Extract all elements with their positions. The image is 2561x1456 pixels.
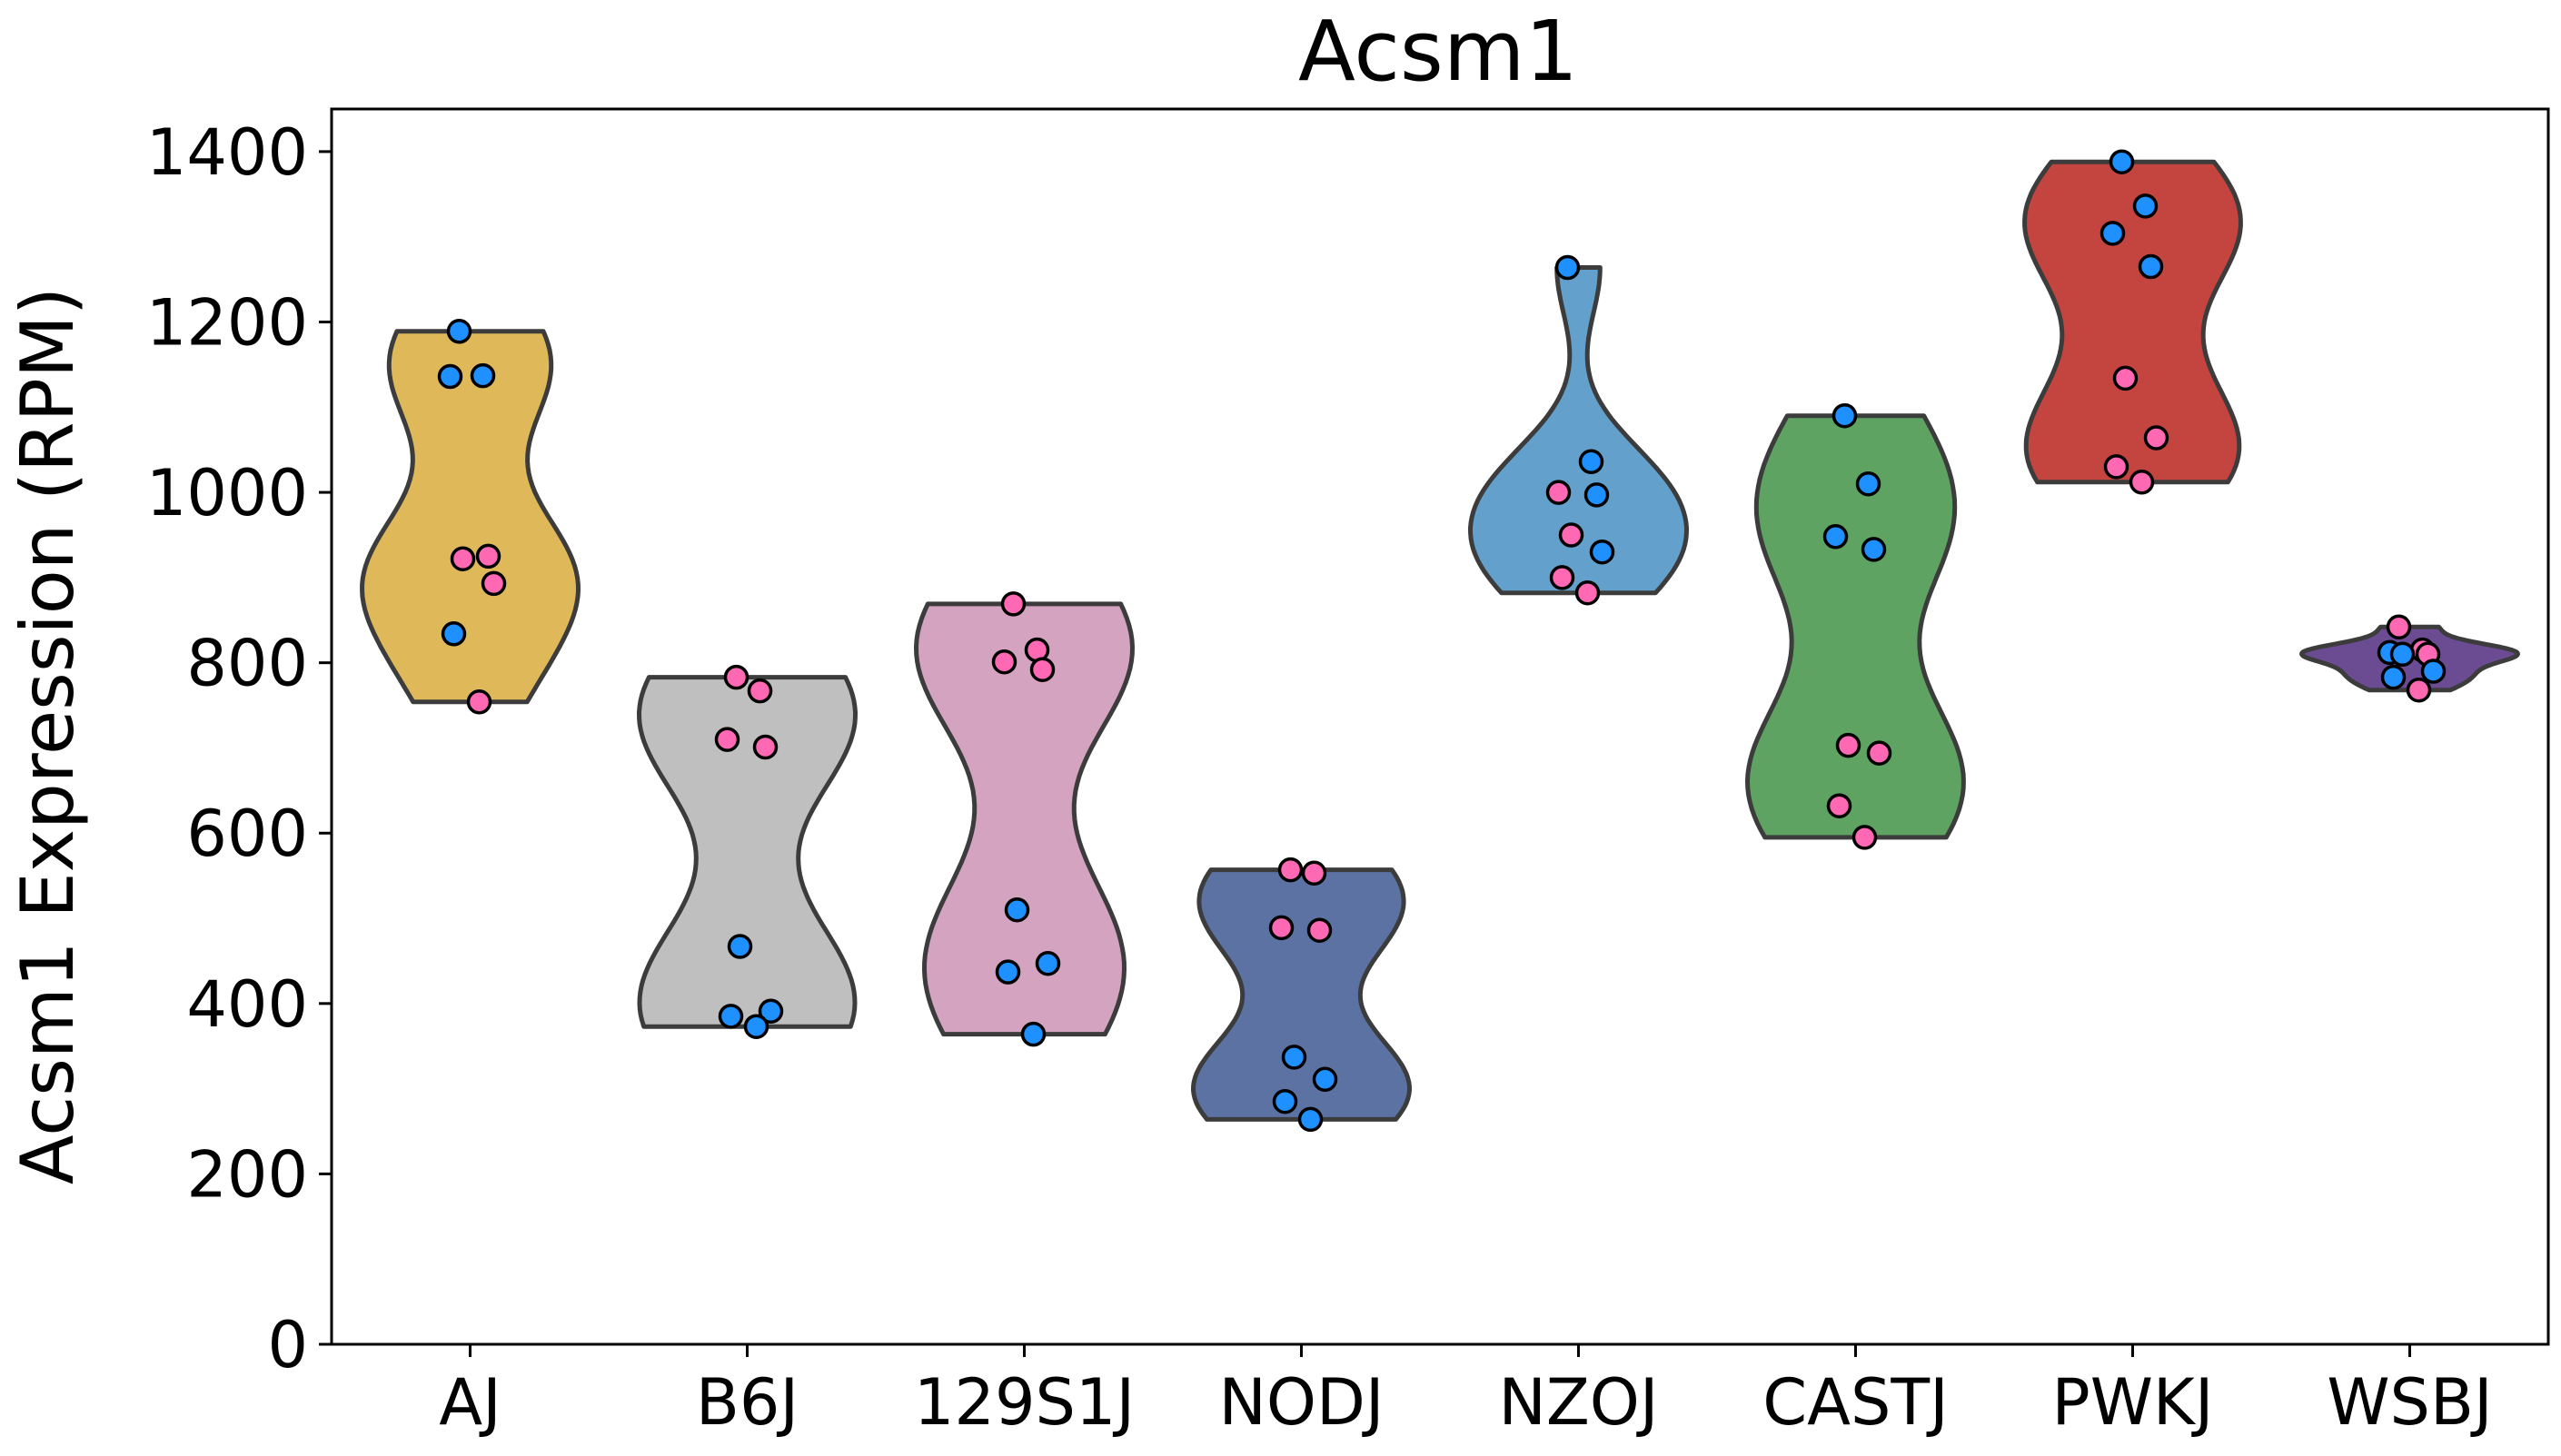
data-point-aj (466, 689, 492, 715)
chart-title: Acsm1 (1298, 3, 1578, 100)
y-tick-label: 1400 (146, 115, 308, 190)
data-point-castj (1826, 793, 1852, 818)
data-point-nodj (1268, 915, 1295, 941)
data-point-wsbj (2380, 664, 2407, 690)
data-point-pwkj (2099, 221, 2126, 246)
data-point-pwkj (2103, 454, 2129, 480)
data-point-castj (1866, 740, 1892, 766)
x-tick-label: AJ (439, 1365, 501, 1440)
data-point-wsbj (2406, 677, 2432, 703)
data-point-nodj (1306, 917, 1333, 943)
data-point-129s1j (1000, 591, 1027, 617)
data-point-nzoj (1583, 482, 1610, 508)
data-point-nodj (1312, 1066, 1338, 1093)
data-point-129s1j (1020, 1021, 1047, 1047)
data-point-nzoj (1589, 539, 1615, 565)
x-tick-label: WSBJ (2327, 1365, 2492, 1440)
data-point-castj (1851, 825, 1878, 850)
x-tick-label: NODJ (1218, 1365, 1384, 1440)
data-point-castj (1855, 470, 1881, 497)
data-point-castj (1822, 524, 1849, 550)
data-point-129s1j (1004, 896, 1030, 923)
data-point-b6j (723, 664, 749, 690)
data-point-aj (441, 621, 467, 647)
data-point-aj (446, 319, 472, 344)
data-point-nzoj (1558, 522, 1584, 548)
x-tick-label: PWKJ (2052, 1365, 2214, 1440)
data-point-129s1j (1029, 657, 1056, 682)
data-point-nodj (1272, 1088, 1298, 1114)
data-point-aj (475, 543, 501, 570)
data-point-b6j (752, 734, 779, 760)
data-point-aj (437, 363, 463, 390)
y-tick-label: 1200 (146, 285, 308, 360)
data-point-aj (450, 546, 476, 571)
data-point-nzoj (1578, 449, 1604, 475)
data-point-pwkj (2109, 149, 2135, 174)
data-point-wsbj (2389, 641, 2416, 668)
data-point-129s1j (1035, 950, 1061, 976)
y-tick-label: 600 (186, 797, 308, 871)
data-point-nodj (1297, 1106, 1324, 1133)
x-tick-label: CASTJ (1762, 1365, 1949, 1440)
data-point-castj (1861, 537, 1887, 562)
x-tick-label: B6J (696, 1365, 799, 1440)
violin-nodj (1191, 867, 1412, 1122)
y-tick-label: 200 (186, 1137, 308, 1212)
violin-129s1j (914, 601, 1135, 1037)
x-tick-label: NZOJ (1498, 1365, 1658, 1440)
data-point-b6j (727, 934, 753, 959)
data-point-nzoj (1574, 579, 1601, 606)
violin-aj (360, 329, 581, 705)
y-tick-label: 800 (186, 627, 308, 701)
x-tick-label: 129S1J (914, 1365, 1135, 1440)
data-point-castj (1835, 732, 1861, 758)
data-point-pwkj (2132, 193, 2159, 219)
y-tick-label: 0 (267, 1308, 308, 1382)
data-point-pwkj (2112, 365, 2139, 391)
violin-layer (360, 159, 2520, 1122)
axes: 0 200 400 600 800 1000 1200 1400 AJ B6J 129S1J NODJ… (146, 107, 2550, 1440)
data-point-b6j (743, 1014, 769, 1039)
data-point-b6j (747, 678, 773, 704)
point-layer (437, 149, 2447, 1133)
data-point-pwkj (2129, 470, 2155, 495)
data-point-pwkj (2138, 253, 2164, 280)
data-point-nodj (1301, 860, 1327, 886)
violin-b6j (637, 675, 858, 1029)
data-point-wsbj (2420, 659, 2447, 684)
data-point-b6j (718, 1004, 744, 1029)
data-point-nzoj (1549, 565, 1575, 590)
data-point-nodj (1281, 1045, 1307, 1070)
data-point-nzoj (1545, 480, 1572, 505)
data-point-129s1j (995, 959, 1021, 985)
data-point-b6j (758, 998, 784, 1025)
data-point-pwkj (2143, 425, 2169, 451)
data-point-castj (1831, 402, 1858, 429)
data-point-nzoj (1554, 254, 1581, 281)
violin-pwkj (2022, 159, 2243, 485)
data-point-nodj (1277, 857, 1304, 883)
data-point-wsbj (2386, 614, 2412, 640)
y-tick-label: 400 (186, 967, 308, 1042)
data-point-129s1j (991, 649, 1017, 675)
y-axis-label: Acsm1 Expression (RPM) (5, 287, 90, 1184)
data-point-aj (481, 570, 507, 597)
plot-frame (330, 107, 2550, 1346)
y-tick-label: 1000 (146, 456, 308, 530)
data-point-aj (470, 362, 496, 389)
data-point-b6j (714, 727, 740, 752)
violin-castj (1745, 413, 1966, 840)
